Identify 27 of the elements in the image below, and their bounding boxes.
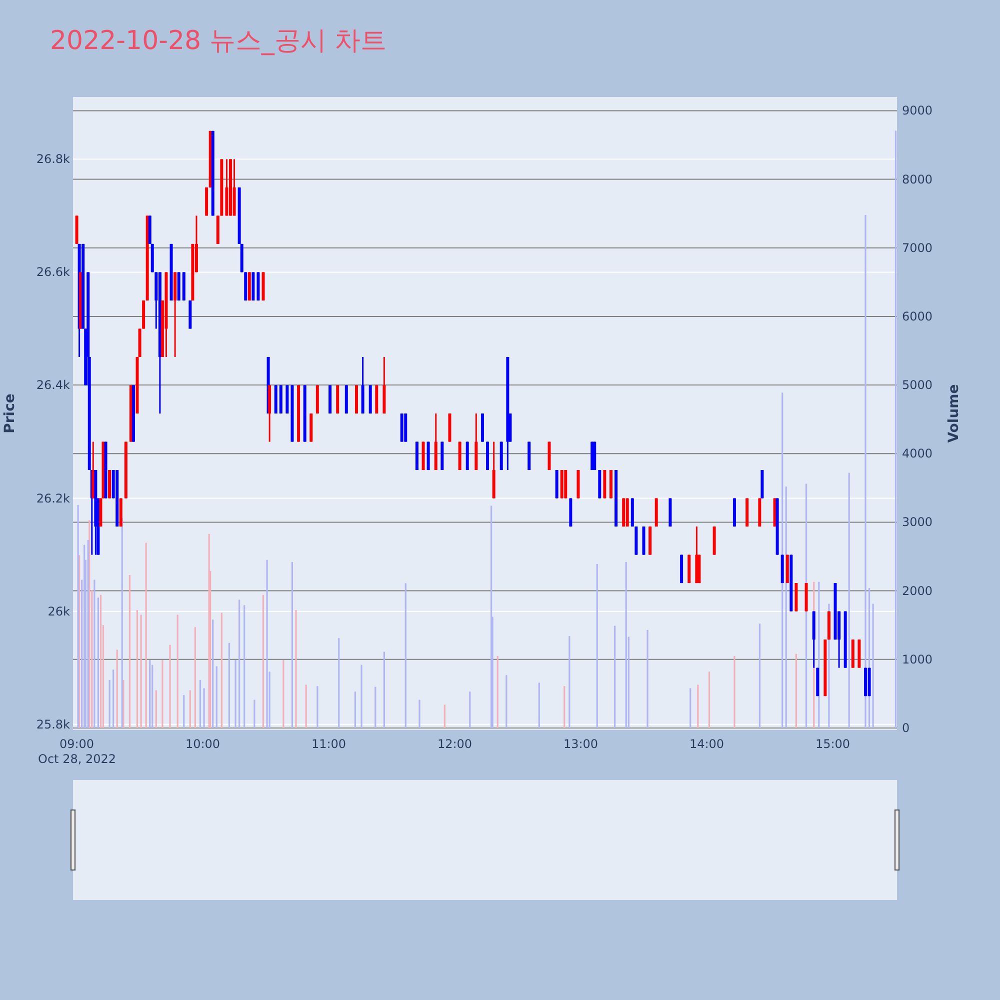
- y2-tick-label: 9000: [902, 104, 933, 118]
- y2-tick-label: 1000: [902, 652, 933, 666]
- text: Oct 28, 2022: [38, 752, 116, 766]
- y-tick-label: 26k: [48, 604, 70, 618]
- y-tick-label: 25.8k: [36, 717, 70, 732]
- y2-tick-label: 4000: [902, 446, 933, 461]
- x-tick-label: 10:00: [185, 737, 220, 751]
- chart-title: 2022-10-28 뉴스_공시 차트: [50, 26, 387, 56]
- y2-axis-title: Volume: [946, 384, 962, 443]
- x-tick-label: 12:00: [437, 737, 472, 751]
- y-tick-label: 26.4k: [36, 378, 70, 392]
- y2-tick-label: 5000: [902, 378, 933, 392]
- x-tick-label: 09:00: [59, 737, 94, 751]
- y-tick-label: 26.6k: [36, 265, 70, 280]
- y2-tick-label: 7000: [902, 240, 933, 255]
- y2-tick-label: 2000: [902, 584, 933, 598]
- x-tick-label: 11:00: [311, 737, 346, 751]
- y-tick-label: 26.2k: [36, 491, 70, 506]
- y2-tick-label: 0: [902, 720, 910, 735]
- x-tick-label: 14:00: [689, 737, 724, 751]
- y2-tick-label: 6000: [902, 309, 933, 324]
- y-tick-label: 26.8k: [36, 152, 70, 166]
- x-tick-label: 13:00: [563, 737, 598, 751]
- y2-tick-label: 3000: [902, 515, 933, 530]
- y2-tick-label: 8000: [902, 172, 933, 186]
- x-tick-label: 15:00: [815, 737, 850, 751]
- y-axis-title: Price: [2, 394, 18, 434]
